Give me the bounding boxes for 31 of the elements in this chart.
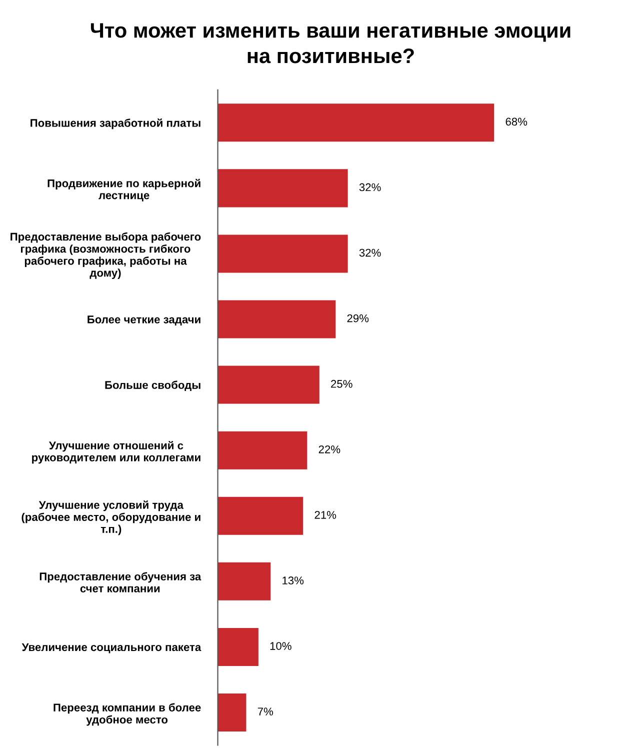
bar: [218, 300, 336, 338]
data-label: 10%: [270, 642, 292, 650]
y-tick-label: Предоставление выбора рабочего графика (возможность гибкого рабочего графика, работы на дому): [10, 232, 201, 279]
data-label: 29%: [347, 314, 369, 322]
y-tick-label: Повышения заработной платы: [30, 118, 200, 130]
bar: [218, 169, 348, 208]
bar: [218, 496, 304, 535]
y-tick-label: Предоставление обучения за счет компании: [40, 572, 202, 592]
data-label: 68%: [506, 118, 528, 126]
data-label: 25%: [331, 380, 352, 388]
data-label: 13%: [282, 576, 304, 584]
data-label: 7%: [258, 708, 273, 716]
chart-title: Что может изменить ваши негативные эмоции на позитивные?: [90, 23, 570, 64]
y-tick-label: Улучшение отношений с руководителем или коллегами: [32, 441, 200, 464]
bar: [218, 366, 320, 404]
bar: [218, 628, 258, 666]
bar: [218, 234, 348, 273]
y-tick-label: Продвижение по карьерной лестнице: [48, 178, 200, 202]
data-label: 21%: [314, 510, 336, 519]
data-label: 22%: [318, 445, 340, 454]
y-tick-label: Более четкие задачи: [88, 316, 200, 326]
y-tick-label: Переезд компании в более удобное место: [54, 703, 201, 726]
data-label: 32%: [359, 248, 381, 257]
data-label: 32%: [359, 183, 381, 192]
y-tick-label: Больше свободы: [105, 380, 200, 392]
bar: [218, 104, 494, 142]
bar: [218, 431, 308, 470]
bar: [218, 693, 246, 732]
bar: [218, 562, 271, 600]
y-tick-label: Увеличение социального пакета: [22, 643, 202, 654]
y-tick-label: Улучшение условий труда (рабочее место, оборудование и т.п.): [22, 500, 200, 536]
